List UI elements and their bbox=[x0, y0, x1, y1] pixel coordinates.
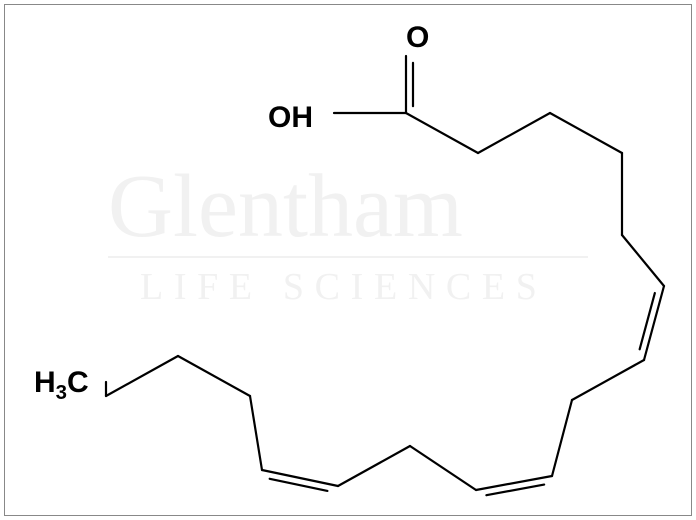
canvas: Glentham LIFE SCIENCES O OH H3C bbox=[0, 0, 696, 520]
atom-label-O-carbonyl: O bbox=[406, 23, 429, 53]
atom-label-CH3: H3C bbox=[34, 368, 89, 398]
molecule-bonds bbox=[0, 0, 696, 520]
ch3-text: H3C bbox=[34, 366, 89, 399]
atom-label-OH: OH bbox=[268, 103, 313, 133]
